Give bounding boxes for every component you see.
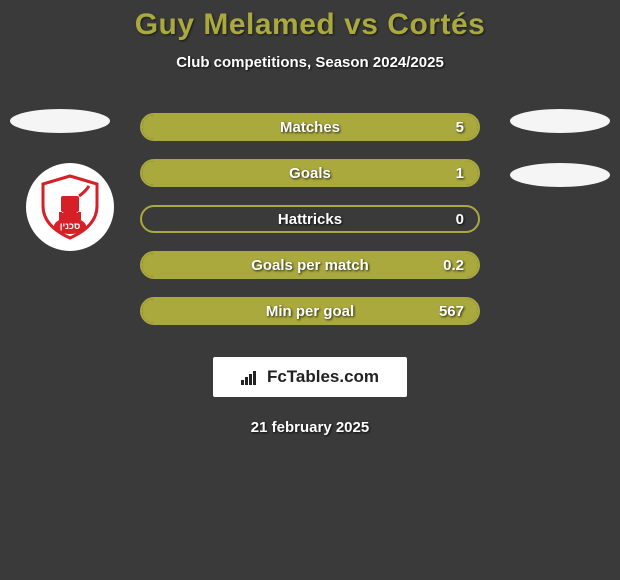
stat-label: Min per goal (266, 303, 354, 320)
brand-text: FcTables.com (267, 367, 379, 387)
stat-value: 5 (456, 119, 464, 136)
stat-label: Goals (289, 165, 331, 182)
club-logo-icon: סכנין (35, 172, 105, 242)
stat-row-hattricks: Hattricks 0 (140, 205, 480, 233)
player-left-placeholder (10, 109, 110, 133)
player-right-placeholder-1 (510, 109, 610, 133)
stat-value: 567 (439, 303, 464, 320)
stat-row-matches: Matches 5 (140, 113, 480, 141)
stat-value: 0.2 (443, 257, 464, 274)
stat-value: 0 (456, 211, 464, 228)
stat-row-goals-per-match: Goals per match 0.2 (140, 251, 480, 279)
player-right-placeholder-2 (510, 163, 610, 187)
brand-badge[interactable]: FcTables.com (213, 357, 407, 397)
page-title: Guy Melamed vs Cortés (135, 8, 486, 42)
stat-label: Hattricks (278, 211, 342, 228)
stat-label: Matches (280, 119, 340, 136)
stat-label: Goals per match (251, 257, 369, 274)
date-label: 21 february 2025 (251, 419, 369, 436)
stats-section: סכנין Matches 5 Goals 1 Hattricks 0 Goal… (0, 113, 620, 436)
stat-row-min-per-goal: Min per goal 567 (140, 297, 480, 325)
stat-row-goals: Goals 1 (140, 159, 480, 187)
club-badge: סכנין (26, 163, 114, 251)
bars-icon (241, 369, 261, 385)
page-subtitle: Club competitions, Season 2024/2025 (176, 54, 444, 71)
stat-value: 1 (456, 165, 464, 182)
club-badge-text: סכנין (60, 221, 81, 231)
